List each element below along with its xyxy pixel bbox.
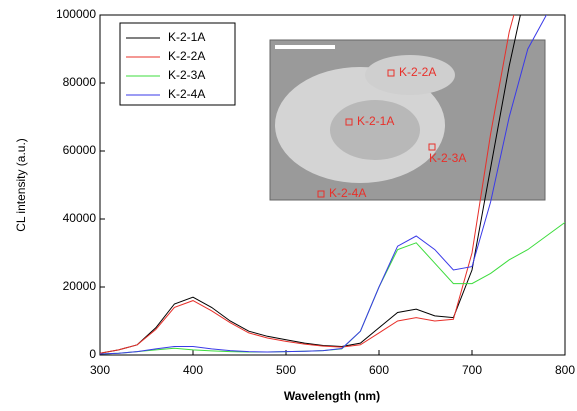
annotation-marker [345,118,353,126]
x-tick-label: 800 [555,363,575,377]
x-tick-label: 300 [90,363,110,377]
legend-label: K-2-2A [168,49,205,63]
y-tick-label: 60000 [63,143,97,157]
y-tick-label: 40000 [63,211,97,225]
series-line [100,221,565,355]
legend-label: K-2-3A [168,68,205,82]
annotation-marker [317,190,325,198]
annotation: K-2-3A [429,151,466,165]
x-tick-label: 400 [183,363,203,377]
y-tick-label: 0 [89,347,96,361]
x-tick-label: 700 [462,363,482,377]
legend-label: K-2-4A [168,87,205,101]
legend-box [119,22,236,106]
x-tick-label: 500 [276,363,296,377]
x-tick-label: 600 [369,363,389,377]
plot-frame [99,14,566,356]
y-tick-label: 100000 [56,7,96,21]
series-line [100,15,515,354]
legend-label: K-2-1A [168,30,205,44]
y-axis-label: CL intensity (a.u.) [14,138,28,232]
series-line [100,15,548,355]
y-tick-label: 20000 [63,279,97,293]
annotation-marker [428,143,436,151]
annotation-marker [387,69,395,77]
x-axis-label: Wavelength (nm) [284,389,380,403]
y-tick-label: 80000 [63,75,97,89]
annotation: K-2-2A [399,65,436,79]
plot-area [100,15,565,355]
annotation: K-2-1A [357,114,394,128]
annotation: K-2-4A [329,186,366,200]
